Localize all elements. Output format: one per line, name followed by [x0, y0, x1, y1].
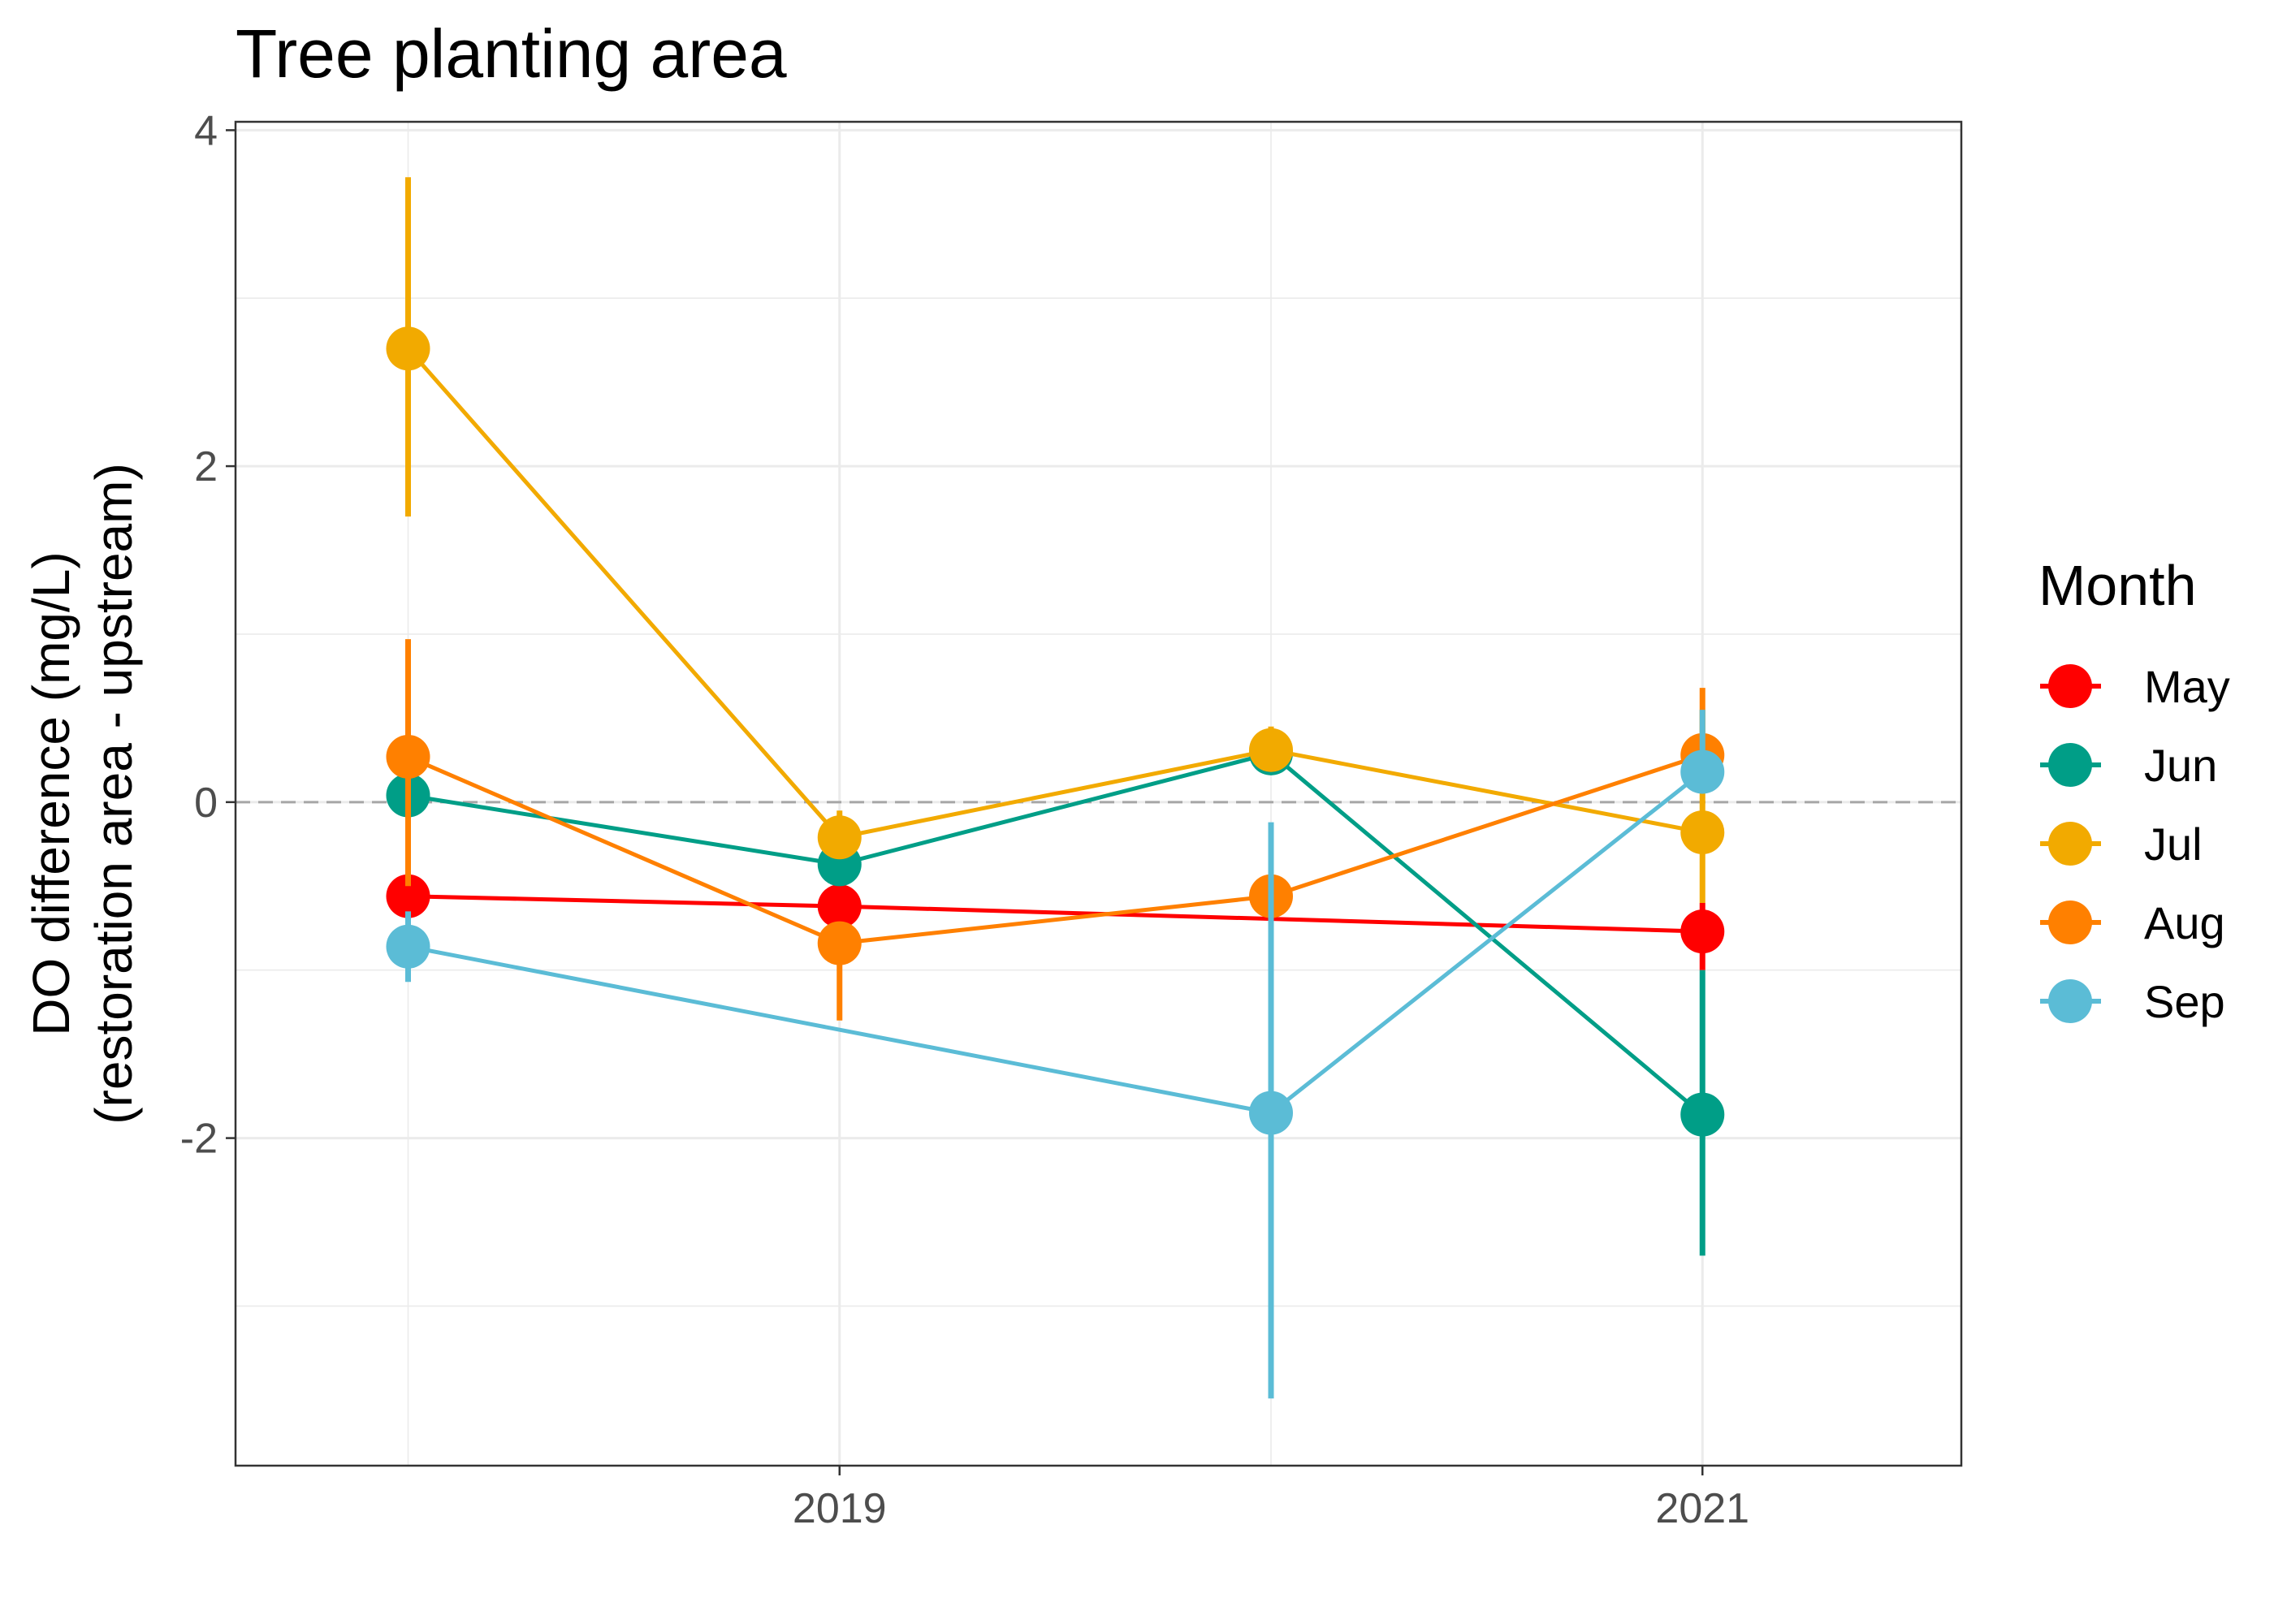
data-point: [386, 734, 430, 779]
legend-key-point: [2048, 901, 2092, 944]
series-aug: [386, 639, 1725, 1021]
y-tick-label: 2: [194, 443, 218, 490]
y-tick-label: -2: [180, 1116, 218, 1163]
data-point: [817, 884, 862, 929]
legend-item-aug: Aug: [2040, 897, 2225, 948]
chart-title: Tree planting area: [236, 15, 787, 92]
data-point: [386, 874, 430, 918]
data-point: [1680, 810, 1725, 855]
data-point: [1680, 1092, 1725, 1137]
series-line: [408, 751, 1704, 1116]
y-axis-label-line1: DO difference (mg/L): [22, 551, 80, 1035]
legend-item-jul: Jul: [2040, 818, 2203, 870]
series-line: [406, 347, 1703, 840]
series-layer: [386, 177, 1725, 1399]
y-tick-label: 4: [194, 107, 218, 154]
series-jul: [386, 177, 1725, 903]
plot-panel: [234, 120, 1963, 1467]
data-point: [386, 326, 430, 371]
series-line: [407, 753, 1704, 946]
legend-item-sep: Sep: [2040, 976, 2225, 1027]
legend-label: Aug: [2144, 897, 2225, 948]
legend-items: May Jun Jul Aug Sep: [2040, 661, 2230, 1027]
data-point: [817, 815, 862, 860]
data-point: [386, 924, 430, 969]
legend-key-point: [2048, 664, 2092, 708]
x-tick-label: 2019: [793, 1485, 887, 1532]
legend-item-may: May: [2040, 661, 2230, 712]
data-point: [1249, 728, 1293, 772]
legend-label: Jul: [2144, 818, 2203, 870]
data-point: [1680, 749, 1725, 794]
panel-border: [234, 120, 1963, 1467]
legend-label: Jun: [2144, 740, 2217, 791]
legend-label: Sep: [2144, 976, 2225, 1027]
series-sep: [386, 710, 1725, 1399]
series-may: [386, 874, 1725, 970]
data-point: [1680, 909, 1725, 954]
y-axis-label-line2: (restoration area - upstream): [84, 463, 143, 1125]
legend-title: Month: [2038, 554, 2197, 617]
legend-item-jun: Jun: [2040, 740, 2217, 791]
y-tick-label: 0: [194, 780, 218, 827]
x-tick-label: 2021: [1655, 1485, 1749, 1532]
legend-label: May: [2144, 661, 2230, 712]
legend-key-point: [2048, 822, 2092, 866]
legend-key-point: [2048, 979, 2092, 1023]
data-point: [817, 921, 862, 965]
legend: Month May Jun Jul Aug Sep: [2038, 554, 2230, 1027]
data-point: [1249, 1091, 1293, 1135]
y-axis: -2 0 2 4: [180, 107, 236, 1163]
legend-key-point: [2048, 743, 2092, 787]
x-axis: 2019 2021: [793, 1466, 1749, 1532]
y-axis-label: DO difference (mg/L) (restoration area -…: [22, 463, 143, 1125]
